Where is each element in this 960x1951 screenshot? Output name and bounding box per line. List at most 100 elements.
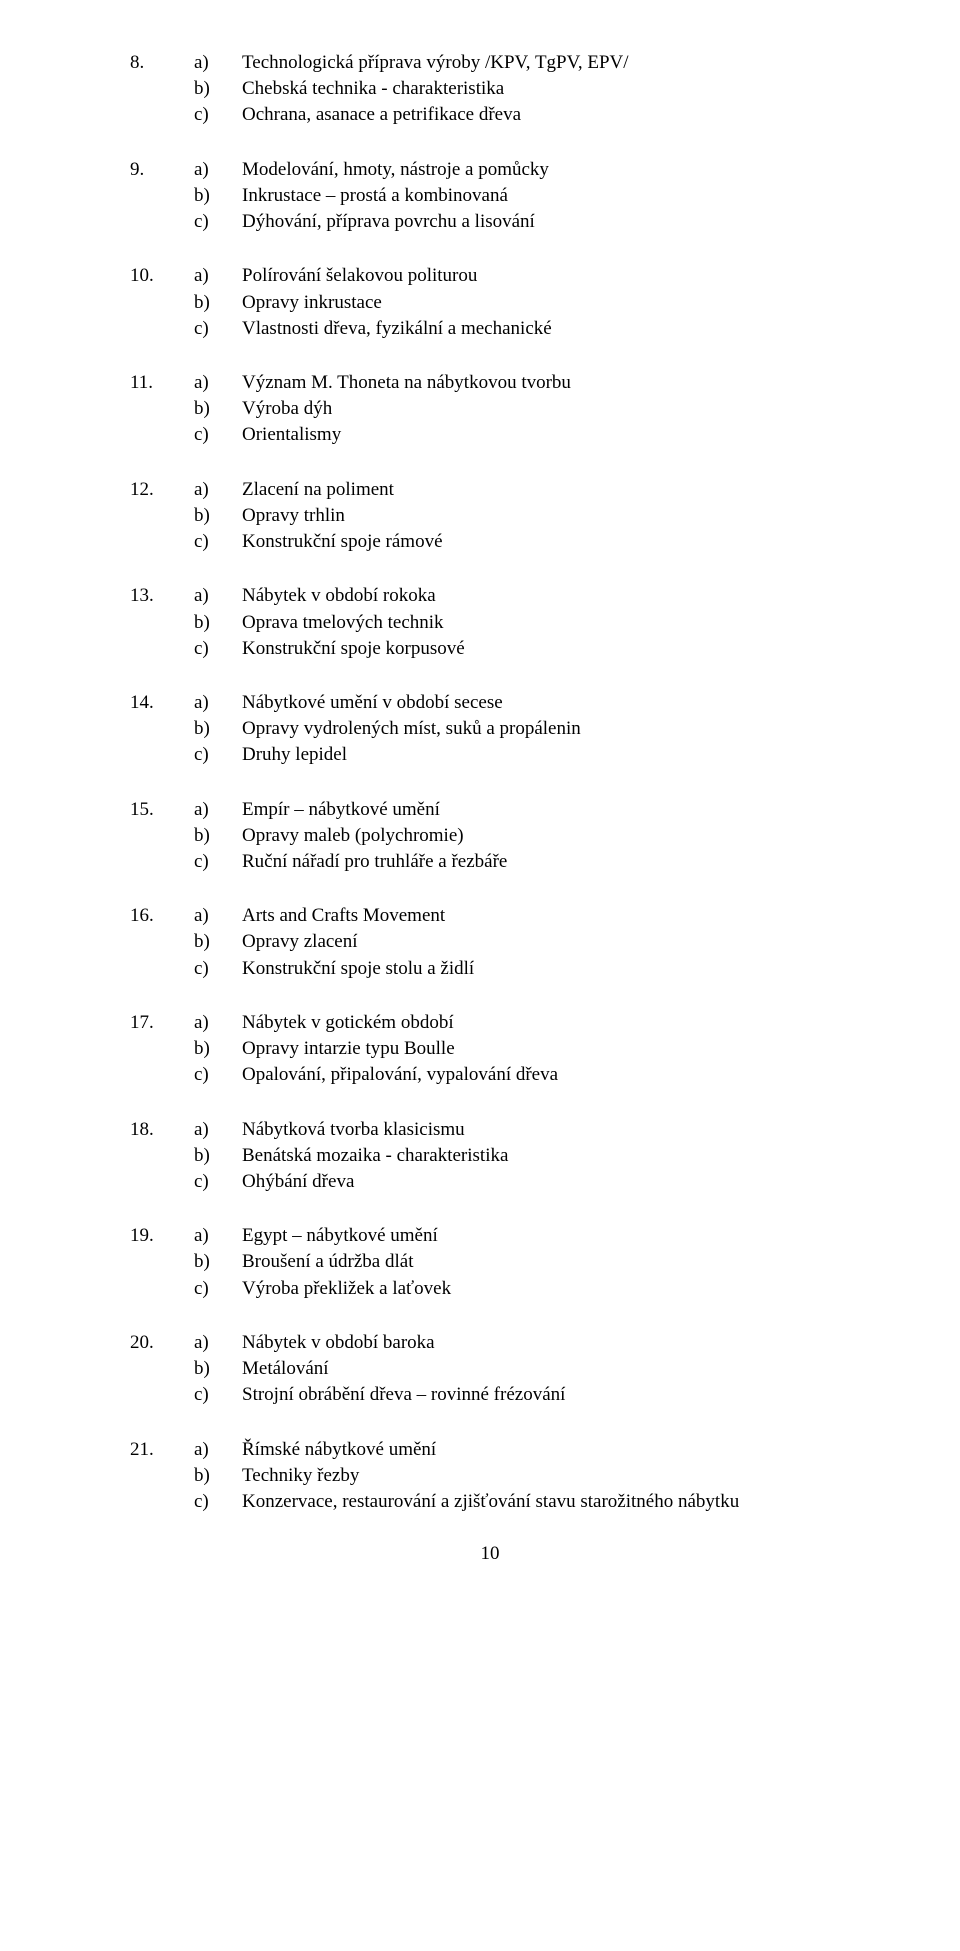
text-c: Ruční nářadí pro truhláře a řezbáře [242, 849, 850, 875]
letter-c: c) [194, 102, 242, 128]
letter-a: a) [194, 477, 242, 503]
item-number: 17. [130, 1010, 194, 1036]
letter-c: c) [194, 1062, 242, 1088]
text-b: Opravy zlacení [242, 929, 850, 955]
letter-a: a) [194, 370, 242, 396]
question-item: 12.a)Zlacení na polimentb)Opravy trhlinc… [130, 477, 850, 556]
letter-a: a) [194, 903, 242, 929]
item-number: 10. [130, 263, 194, 289]
text-a: Římské nábytkové umění [242, 1437, 850, 1463]
letter-c: c) [194, 1489, 242, 1515]
question-item: 11.a)Význam M. Thoneta na nábytkovou tvo… [130, 370, 850, 449]
text-c: Druhy lepidel [242, 742, 850, 768]
text-b: Opravy trhlin [242, 503, 850, 529]
text-a: Arts and Crafts Movement [242, 903, 850, 929]
letter-c: c) [194, 422, 242, 448]
question-list: 8.a)Technologická příprava výroby /KPV, … [130, 50, 850, 1515]
item-number: 9. [130, 157, 194, 183]
question-item: 13.a)Nábytek v období rokokab)Oprava tme… [130, 583, 850, 662]
letter-b: b) [194, 716, 242, 742]
text-b: Opravy vydrolených míst, suků a propálen… [242, 716, 850, 742]
letter-a: a) [194, 583, 242, 609]
text-c: Ochrana, asanace a petrifikace dřeva [242, 102, 850, 128]
letter-b: b) [194, 503, 242, 529]
question-item: 19.a)Egypt – nábytkové uměníb)Broušení a… [130, 1223, 850, 1302]
text-c: Dýhování, příprava povrchu a lisování [242, 209, 850, 235]
letter-a: a) [194, 157, 242, 183]
text-b: Metálování [242, 1356, 850, 1382]
item-number: 8. [130, 50, 194, 76]
text-a: Nábytkové umění v období secese [242, 690, 850, 716]
letter-c: c) [194, 849, 242, 875]
question-item: 20.a)Nábytek v období barokab)Metálování… [130, 1330, 850, 1409]
item-number: 14. [130, 690, 194, 716]
letter-a: a) [194, 1223, 242, 1249]
text-a: Polírování šelakovou politurou [242, 263, 850, 289]
letter-c: c) [194, 1382, 242, 1408]
text-a: Empír – nábytkové umění [242, 797, 850, 823]
text-c: Opalování, připalování, vypalování dřeva [242, 1062, 850, 1088]
text-c: Orientalismy [242, 422, 850, 448]
letter-b: b) [194, 1249, 242, 1275]
page-number: 10 [130, 1543, 850, 1565]
item-number: 19. [130, 1223, 194, 1249]
letter-b: b) [194, 929, 242, 955]
question-item: 21.a)Římské nábytkové uměníb)Techniky ře… [130, 1437, 850, 1516]
text-b: Opravy maleb (polychromie) [242, 823, 850, 849]
letter-a: a) [194, 1437, 242, 1463]
letter-c: c) [194, 1276, 242, 1302]
item-number: 16. [130, 903, 194, 929]
letter-a: a) [194, 1117, 242, 1143]
letter-a: a) [194, 50, 242, 76]
text-b: Oprava tmelových technik [242, 610, 850, 636]
letter-c: c) [194, 1169, 242, 1195]
text-a: Nábytek v gotickém období [242, 1010, 850, 1036]
question-item: 15.a)Empír – nábytkové uměníb)Opravy mal… [130, 797, 850, 876]
text-b: Výroba dýh [242, 396, 850, 422]
letter-a: a) [194, 263, 242, 289]
text-b: Chebská technika - charakteristika [242, 76, 850, 102]
question-item: 8.a)Technologická příprava výroby /KPV, … [130, 50, 850, 129]
text-a: Význam M. Thoneta na nábytkovou tvorbu [242, 370, 850, 396]
letter-b: b) [194, 1143, 242, 1169]
text-a: Nábytková tvorba klasicismu [242, 1117, 850, 1143]
document-page: 8.a)Technologická příprava výroby /KPV, … [0, 0, 960, 1625]
letter-b: b) [194, 1036, 242, 1062]
letter-c: c) [194, 742, 242, 768]
question-item: 18.a)Nábytková tvorba klasicismub)Benáts… [130, 1117, 850, 1196]
letter-b: b) [194, 1463, 242, 1489]
letter-a: a) [194, 797, 242, 823]
text-b: Opravy intarzie typu Boulle [242, 1036, 850, 1062]
letter-b: b) [194, 610, 242, 636]
text-b: Inkrustace – prostá a kombinovaná [242, 183, 850, 209]
letter-c: c) [194, 956, 242, 982]
text-a: Zlacení na poliment [242, 477, 850, 503]
text-c: Konstrukční spoje rámové [242, 529, 850, 555]
text-b: Techniky řezby [242, 1463, 850, 1489]
text-c: Konstrukční spoje stolu a židlí [242, 956, 850, 982]
letter-b: b) [194, 1356, 242, 1382]
text-c: Konstrukční spoje korpusové [242, 636, 850, 662]
item-number: 15. [130, 797, 194, 823]
text-a: Modelování, hmoty, nástroje a pomůcky [242, 157, 850, 183]
text-b: Broušení a údržba dlát [242, 1249, 850, 1275]
letter-b: b) [194, 183, 242, 209]
letter-c: c) [194, 209, 242, 235]
item-number: 20. [130, 1330, 194, 1356]
question-item: 16.a)Arts and Crafts Movementb)Opravy zl… [130, 903, 850, 982]
text-c: Strojní obrábění dřeva – rovinné frézová… [242, 1382, 850, 1408]
text-a: Nábytek v období baroka [242, 1330, 850, 1356]
text-c: Konzervace, restaurování a zjišťování st… [242, 1489, 850, 1515]
letter-b: b) [194, 823, 242, 849]
question-item: 9.a)Modelování, hmoty, nástroje a pomůck… [130, 157, 850, 236]
letter-b: b) [194, 290, 242, 316]
text-c: Ohýbání dřeva [242, 1169, 850, 1195]
text-a: Nábytek v období rokoka [242, 583, 850, 609]
text-c: Vlastnosti dřeva, fyzikální a mechanické [242, 316, 850, 342]
letter-a: a) [194, 690, 242, 716]
letter-a: a) [194, 1010, 242, 1036]
text-c: Výroba překližek a laťovek [242, 1276, 850, 1302]
letter-c: c) [194, 529, 242, 555]
letter-b: b) [194, 396, 242, 422]
text-b: Benátská mozaika - charakteristika [242, 1143, 850, 1169]
